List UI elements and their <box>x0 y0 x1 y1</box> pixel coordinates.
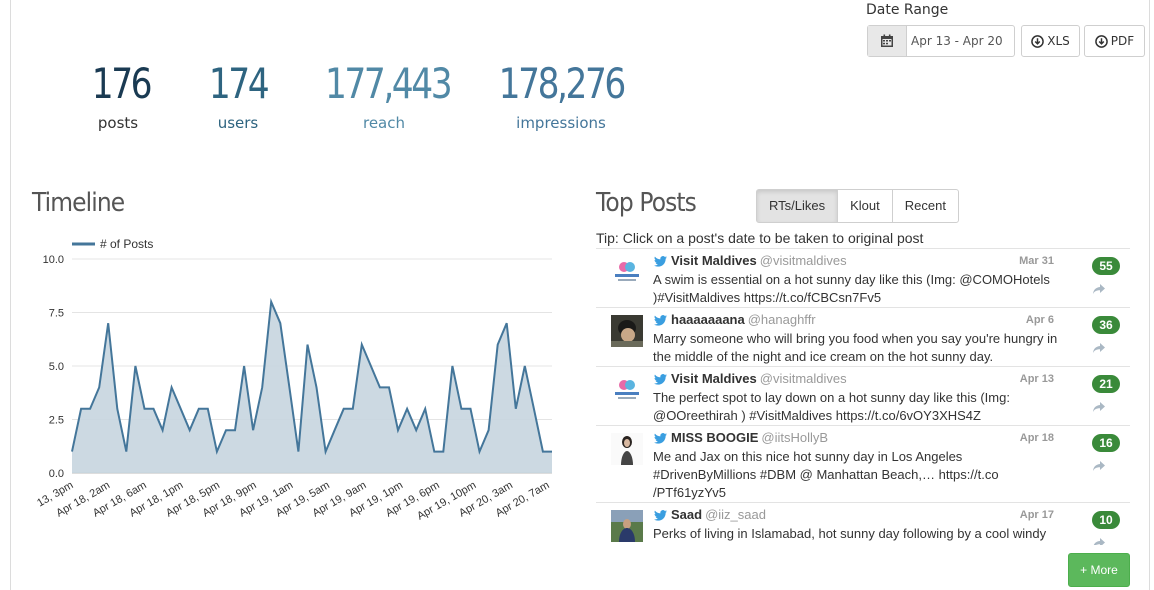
post-item: haaaaaaana @hanaghffr Apr 6 Marry someone… <box>596 308 1130 367</box>
post-header: Saad @iiz_saad <box>654 507 766 522</box>
post-date-link[interactable]: Mar 31 <box>1019 255 1054 267</box>
post-author: haaaaaaana <box>671 312 745 327</box>
twitter-icon <box>654 256 667 267</box>
engagement-badge: 21 <box>1092 375 1120 393</box>
post-header: Visit Maldives @visitmaldives <box>654 371 847 386</box>
sort-tabs: RTs/Likes Klout Recent <box>756 189 959 223</box>
stat-posts: 176 posts <box>86 58 153 132</box>
tab-rts-likes[interactable]: RTs/Likes <box>756 189 839 223</box>
post-handle: @iiz_saad <box>705 507 766 522</box>
post-text: Perks of living in Islamabad, hot sunny … <box>653 526 1047 545</box>
date-range-value[interactable]: Apr 13 - Apr 20 <box>911 34 1003 48</box>
stat-users-label: users <box>217 114 259 132</box>
post-date-link[interactable]: Apr 18 <box>1019 432 1054 444</box>
share-icon[interactable] <box>1092 460 1106 472</box>
post-date-link[interactable]: Apr 6 <box>1025 314 1054 326</box>
export-xls-button[interactable]: XLS <box>1021 25 1080 57</box>
post-text: The perfect spot to lay down on a hot su… <box>653 390 1010 423</box>
stat-impressions: 178,276 impressions <box>485 58 637 132</box>
post-handle: @visitmaldives <box>759 371 847 386</box>
post-item: Visit Maldives @visitmaldives Apr 13 The … <box>596 367 1130 426</box>
stat-reach-value: 177,443 <box>324 59 453 108</box>
post-handle: @visitmaldives <box>759 253 847 268</box>
post-item: Saad @iiz_saad Apr 17 Perks of living in … <box>596 503 1130 545</box>
post-date-link[interactable]: Apr 17 <box>1019 509 1054 521</box>
engagement-badge: 36 <box>1092 316 1120 334</box>
avatar <box>611 374 643 406</box>
top-posts-list: Visit Maldives @visitmaldives Mar 31 A sw… <box>596 248 1130 545</box>
more-button[interactable]: + More <box>1068 553 1130 587</box>
download-icon <box>1031 34 1045 48</box>
share-icon[interactable] <box>1092 537 1106 545</box>
post-handle: @iitsHollyB <box>761 430 829 445</box>
y-tick-label: 2.5 <box>49 415 64 427</box>
y-tick-label: 7.5 <box>49 308 64 320</box>
tab-klout[interactable]: Klout <box>837 189 893 223</box>
post-header: haaaaaaana @hanaghffr <box>654 312 816 327</box>
post-text: A swim is essential on a hot sunny day l… <box>653 272 1050 305</box>
export-pdf-label: PDF <box>1110 34 1135 48</box>
engagement-badge: 10 <box>1092 511 1120 529</box>
calendar-icon[interactable] <box>868 26 907 56</box>
y-tick-label: 5.0 <box>49 361 64 373</box>
post-handle: @hanaghffr <box>747 312 816 327</box>
series-area <box>72 301 552 473</box>
twitter-icon <box>654 510 667 521</box>
post-item: Visit Maldives @visitmaldives Mar 31 A sw… <box>596 249 1130 308</box>
stat-users: 174 users <box>200 58 276 132</box>
y-tick-label: 0.0 <box>49 468 64 480</box>
page-frame <box>10 0 1150 590</box>
share-icon[interactable] <box>1092 283 1106 295</box>
tip-text: Tip: Click on a post's date to be taken … <box>596 230 924 246</box>
avatar <box>611 256 643 288</box>
twitter-icon <box>654 315 667 326</box>
export-xls-label: XLS <box>1047 34 1070 48</box>
post-author: Visit Maldives <box>671 253 757 268</box>
stat-users-value: 174 <box>208 59 270 108</box>
stat-impressions-label: impressions <box>516 114 606 132</box>
timeline-title: Timeline <box>32 188 125 218</box>
twitter-icon <box>654 374 667 385</box>
post-header: MISS BOOGIE @iitsHollyB <box>654 430 828 445</box>
download-icon <box>1094 34 1108 48</box>
post-text: Me and Jax on this nice hot sunny day in… <box>653 449 999 500</box>
stat-posts-label: posts <box>97 114 139 132</box>
engagement-badge: 55 <box>1092 257 1120 275</box>
avatar <box>611 510 643 542</box>
stat-posts-value: 176 <box>91 59 153 108</box>
twitter-icon <box>654 433 667 444</box>
date-range-picker[interactable]: Apr 13 - Apr 20 <box>867 25 1015 57</box>
post-author: Visit Maldives <box>671 371 757 386</box>
export-pdf-button[interactable]: PDF <box>1084 25 1145 57</box>
date-range-label: Date Range <box>866 2 949 18</box>
post-author: MISS BOOGIE <box>671 430 759 445</box>
engagement-badge: 16 <box>1092 434 1120 452</box>
post-text: Marry someone who will bring you food wh… <box>653 331 1058 364</box>
stat-reach: 177,443 reach <box>312 58 456 132</box>
share-icon[interactable] <box>1092 342 1106 354</box>
stat-impressions-value: 178,276 <box>498 59 627 108</box>
legend-label: # of Posts <box>100 237 153 251</box>
post-author: Saad <box>671 507 703 522</box>
top-posts-title: Top Posts <box>596 188 697 218</box>
post-date-link[interactable]: Apr 13 <box>1019 373 1054 385</box>
post-item: MISS BOOGIE @iitsHollyB Apr 18 Me and Jax… <box>596 426 1130 503</box>
y-tick-label: 10.0 <box>43 254 64 266</box>
share-icon[interactable] <box>1092 401 1106 413</box>
tab-recent[interactable]: Recent <box>891 189 959 223</box>
post-header: Visit Maldives @visitmaldives <box>654 253 847 268</box>
avatar <box>611 433 643 465</box>
series-line <box>71 297 552 456</box>
avatar <box>611 315 643 347</box>
stat-reach-label: reach <box>362 114 405 132</box>
